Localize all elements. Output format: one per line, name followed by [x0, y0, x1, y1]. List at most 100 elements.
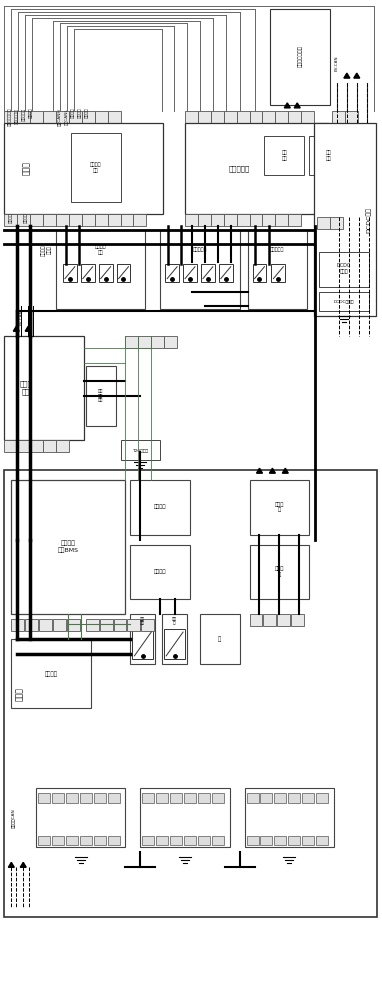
Text: 充电电路: 充电电路: [154, 504, 167, 509]
Text: 负极输出: 负极输出: [24, 212, 28, 223]
Bar: [120, 214, 133, 226]
Text: 车载充电机接口: 车载充电机接口: [298, 45, 303, 67]
Text: 低压CANH: 低压CANH: [57, 108, 61, 126]
Bar: [345, 111, 358, 123]
Bar: [130, 614, 155, 664]
Bar: [319, 252, 369, 287]
Bar: [198, 793, 210, 803]
Bar: [138, 336, 151, 348]
Bar: [224, 214, 237, 226]
Polygon shape: [284, 103, 290, 108]
Bar: [275, 214, 288, 226]
Bar: [11, 639, 91, 708]
Text: 换电电池: 换电电池: [45, 671, 58, 677]
Bar: [156, 836, 168, 845]
Bar: [249, 614, 262, 626]
Bar: [120, 440, 160, 460]
Bar: [133, 214, 146, 226]
Bar: [184, 793, 196, 803]
Bar: [81, 264, 95, 282]
Bar: [264, 614, 276, 626]
Bar: [249, 480, 309, 535]
Bar: [108, 214, 120, 226]
Bar: [247, 836, 259, 845]
Bar: [4, 214, 17, 226]
Text: 充电器输入: 充电器输入: [22, 108, 26, 121]
Bar: [82, 111, 95, 123]
Bar: [302, 793, 314, 803]
Bar: [317, 217, 330, 229]
Bar: [80, 836, 92, 845]
Text: EV-CAN: EV-CAN: [335, 55, 339, 71]
Bar: [140, 788, 230, 847]
Bar: [224, 111, 237, 123]
Bar: [43, 214, 56, 226]
Bar: [165, 264, 179, 282]
Text: 电池包: 电池包: [15, 687, 24, 701]
Polygon shape: [344, 73, 350, 78]
Polygon shape: [8, 862, 14, 867]
Bar: [212, 836, 224, 845]
Bar: [108, 836, 120, 845]
Bar: [25, 619, 38, 631]
Text: DCDC
控制线: DCDC 控制线: [337, 263, 351, 274]
Text: 温控
断路: 温控 断路: [282, 150, 287, 161]
Bar: [108, 111, 120, 123]
Bar: [99, 264, 113, 282]
Bar: [56, 440, 69, 452]
Bar: [128, 619, 140, 631]
Bar: [247, 793, 259, 803]
Bar: [183, 264, 197, 282]
Bar: [56, 111, 69, 123]
Bar: [53, 619, 66, 631]
Bar: [274, 793, 286, 803]
Bar: [151, 336, 164, 348]
Bar: [288, 214, 301, 226]
Text: 预充
继电: 预充 继电: [140, 617, 145, 625]
Bar: [30, 214, 43, 226]
Bar: [211, 214, 224, 226]
Text: 频率检测
模式: 频率检测 模式: [90, 162, 102, 173]
Bar: [237, 214, 249, 226]
Bar: [162, 614, 187, 664]
Bar: [56, 214, 69, 226]
Polygon shape: [257, 468, 262, 473]
Text: 低压输出: 低压输出: [9, 212, 13, 223]
Bar: [264, 136, 304, 175]
Text: 低压控制确认: 低压控制确认: [15, 108, 19, 124]
Bar: [17, 214, 30, 226]
Bar: [82, 214, 95, 226]
Bar: [38, 793, 50, 803]
Bar: [117, 264, 130, 282]
Bar: [38, 836, 50, 845]
Bar: [52, 793, 64, 803]
Text: 充电电流
传感器: 充电电流 传感器: [40, 244, 52, 256]
Bar: [4, 440, 17, 452]
Bar: [274, 836, 286, 845]
Bar: [219, 264, 233, 282]
Bar: [237, 111, 249, 123]
Bar: [142, 793, 154, 803]
Text: 储能控制针: 储能控制针: [229, 165, 250, 172]
Polygon shape: [282, 468, 288, 473]
Bar: [164, 336, 177, 348]
Bar: [184, 836, 196, 845]
Bar: [185, 214, 198, 226]
Bar: [86, 619, 99, 631]
Text: 整车动力CAN: 整车动力CAN: [11, 808, 15, 828]
Bar: [302, 836, 314, 845]
Bar: [69, 214, 82, 226]
Text: 充电桩: 充电桩: [22, 161, 31, 175]
Bar: [160, 230, 240, 309]
Bar: [248, 230, 307, 309]
Bar: [71, 133, 120, 202]
Bar: [30, 111, 43, 123]
Bar: [212, 793, 224, 803]
Bar: [271, 264, 285, 282]
Bar: [332, 214, 345, 226]
Bar: [17, 440, 30, 452]
Bar: [253, 264, 267, 282]
Bar: [4, 111, 17, 123]
Bar: [288, 111, 301, 123]
Bar: [130, 480, 190, 535]
